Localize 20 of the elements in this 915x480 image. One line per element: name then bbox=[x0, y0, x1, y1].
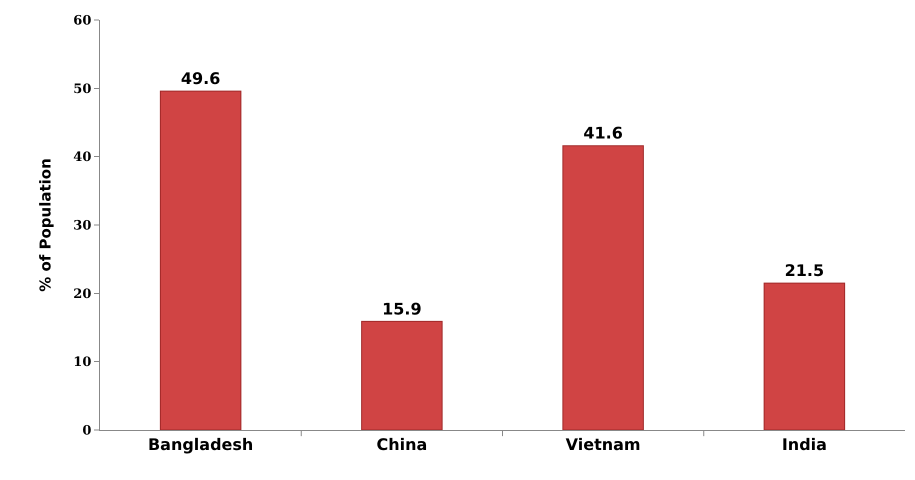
data-label: 21.5 bbox=[784, 261, 824, 280]
y-tick-label: 30 bbox=[73, 218, 92, 234]
bar bbox=[361, 320, 443, 430]
y-tick-label: 10 bbox=[73, 355, 92, 370]
x-tick-label: China bbox=[376, 435, 428, 454]
y-tick-label: 50 bbox=[73, 82, 92, 97]
y-axis-title: % of Population bbox=[36, 158, 55, 292]
y-tick-label: 40 bbox=[73, 150, 92, 166]
x-tick-label: India bbox=[782, 435, 827, 454]
x-tick-label: Vietnam bbox=[566, 435, 641, 454]
bar bbox=[562, 145, 644, 430]
bar bbox=[764, 282, 846, 430]
x-tick-label: Bangladesh bbox=[148, 435, 254, 454]
bar bbox=[160, 90, 242, 430]
y-tick-label: 0 bbox=[82, 424, 92, 439]
y-tick-label: 60 bbox=[73, 14, 92, 29]
data-label: 49.6 bbox=[180, 69, 220, 88]
data-label: 15.9 bbox=[382, 299, 422, 318]
data-label: 41.6 bbox=[583, 124, 623, 143]
y-tick-label: 20 bbox=[73, 286, 92, 302]
